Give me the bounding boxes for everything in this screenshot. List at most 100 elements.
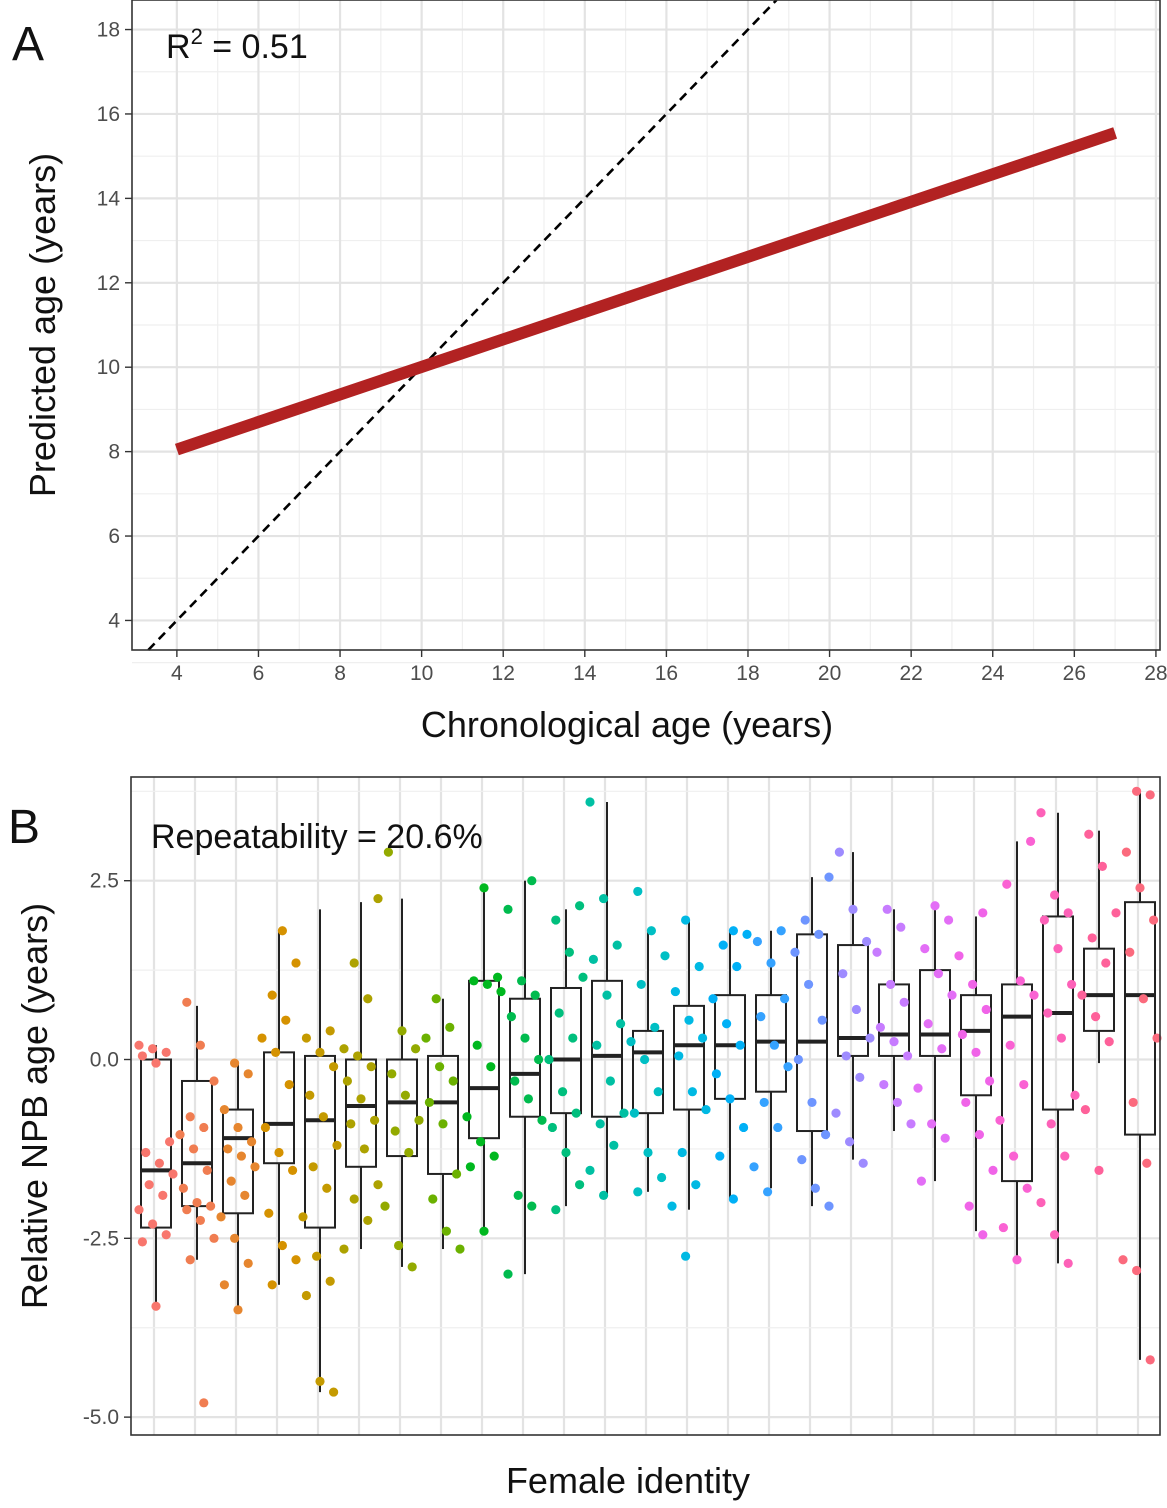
data-point bbox=[551, 1205, 561, 1215]
y-tick-label: 4 bbox=[108, 609, 120, 632]
female-group bbox=[831, 847, 875, 1168]
data-point bbox=[930, 901, 940, 911]
data-point bbox=[233, 1122, 243, 1133]
data-point bbox=[353, 1051, 363, 1061]
iqr-box bbox=[919, 969, 951, 1057]
data-point bbox=[558, 1087, 568, 1097]
data-point bbox=[681, 1251, 691, 1261]
data-point bbox=[298, 1212, 308, 1222]
data-point bbox=[626, 1037, 636, 1047]
data-point bbox=[814, 929, 824, 939]
data-point bbox=[1101, 958, 1111, 968]
data-point bbox=[1043, 1008, 1053, 1018]
data-point bbox=[807, 1097, 817, 1108]
data-point bbox=[1022, 1183, 1032, 1193]
data-point bbox=[831, 1108, 841, 1118]
data-point bbox=[824, 872, 834, 882]
data-point bbox=[739, 1122, 749, 1133]
data-point bbox=[383, 847, 393, 857]
panel-a-frame bbox=[131, 0, 1161, 651]
data-point bbox=[722, 1019, 732, 1029]
data-point bbox=[274, 1147, 284, 1158]
data-point bbox=[182, 997, 192, 1007]
y-tick-label: 8 bbox=[108, 441, 120, 464]
panel-a-y-axis-title: Predicted age (years) bbox=[22, 153, 63, 497]
data-point bbox=[640, 1054, 650, 1065]
data-point bbox=[247, 1137, 257, 1147]
data-point bbox=[216, 1212, 226, 1222]
data-point bbox=[940, 1133, 950, 1143]
data-point bbox=[148, 1044, 158, 1054]
female-group bbox=[339, 893, 383, 1254]
data-point bbox=[390, 1126, 400, 1136]
data-point bbox=[189, 1144, 199, 1154]
female-group bbox=[298, 909, 342, 1397]
data-point bbox=[612, 940, 622, 950]
data-point bbox=[1026, 836, 1036, 846]
data-point bbox=[144, 1180, 154, 1190]
data-point bbox=[735, 1040, 745, 1050]
data-point bbox=[185, 1112, 195, 1122]
data-point bbox=[985, 1076, 995, 1086]
data-point bbox=[657, 1172, 667, 1183]
data-point bbox=[1063, 1258, 1073, 1268]
data-point bbox=[503, 1269, 513, 1279]
data-point bbox=[554, 1008, 564, 1018]
data-point bbox=[769, 1040, 780, 1050]
female-group bbox=[995, 836, 1039, 1265]
data-point bbox=[1050, 1230, 1060, 1240]
data-point bbox=[462, 1112, 472, 1122]
data-point bbox=[342, 1076, 352, 1086]
data-point bbox=[752, 936, 763, 947]
data-point bbox=[797, 1155, 807, 1165]
y-tick-label: 18 bbox=[97, 19, 120, 42]
data-point bbox=[776, 926, 786, 936]
panel-a-grid bbox=[132, 0, 1160, 664]
data-point bbox=[954, 951, 964, 961]
y-tick-label: 14 bbox=[97, 187, 121, 210]
data-point bbox=[209, 1076, 219, 1086]
data-point bbox=[1132, 786, 1142, 796]
data-point bbox=[404, 1147, 414, 1158]
data-point bbox=[195, 1040, 205, 1050]
female-group bbox=[626, 886, 670, 1197]
data-point bbox=[380, 1201, 390, 1211]
data-point bbox=[1053, 944, 1063, 954]
data-point bbox=[571, 1108, 581, 1118]
data-point bbox=[892, 1097, 903, 1108]
data-point bbox=[301, 1033, 311, 1043]
data-point bbox=[838, 969, 848, 979]
iqr-box bbox=[345, 1058, 377, 1168]
data-point bbox=[315, 1376, 325, 1386]
iqr-box bbox=[468, 979, 500, 1140]
data-point bbox=[165, 1137, 175, 1147]
data-point bbox=[1070, 1090, 1080, 1100]
data-point bbox=[585, 797, 595, 807]
data-point bbox=[489, 1151, 499, 1161]
data-point bbox=[332, 1140, 342, 1150]
data-point bbox=[206, 1201, 216, 1211]
data-point bbox=[913, 1083, 923, 1093]
data-point bbox=[318, 1112, 328, 1122]
data-point bbox=[1063, 908, 1073, 918]
y-tick-label: 0.0 bbox=[90, 1049, 119, 1072]
data-point bbox=[886, 979, 896, 990]
data-point bbox=[452, 1169, 462, 1179]
x-tick-label: 8 bbox=[334, 662, 346, 685]
data-point bbox=[1145, 1355, 1155, 1365]
data-point bbox=[619, 1108, 629, 1118]
data-point bbox=[356, 1094, 366, 1104]
data-point bbox=[575, 1180, 585, 1190]
panel-a: 4 6 8 10 12 14 16 18 20 22 24 26 28 4 6 8 10 12 14 16 18 A R… bbox=[12, 0, 1167, 745]
data-point bbox=[923, 1019, 933, 1029]
data-point bbox=[1036, 1197, 1046, 1208]
panel-a-series bbox=[147, 0, 1118, 651]
data-point bbox=[698, 1033, 708, 1043]
data-point bbox=[435, 1062, 445, 1072]
data-point bbox=[373, 893, 383, 904]
data-point bbox=[749, 1162, 759, 1172]
data-point bbox=[329, 1062, 339, 1072]
data-point bbox=[271, 1047, 281, 1057]
x-tick-label: 16 bbox=[655, 662, 678, 685]
panel-a-letter: A bbox=[12, 18, 44, 71]
